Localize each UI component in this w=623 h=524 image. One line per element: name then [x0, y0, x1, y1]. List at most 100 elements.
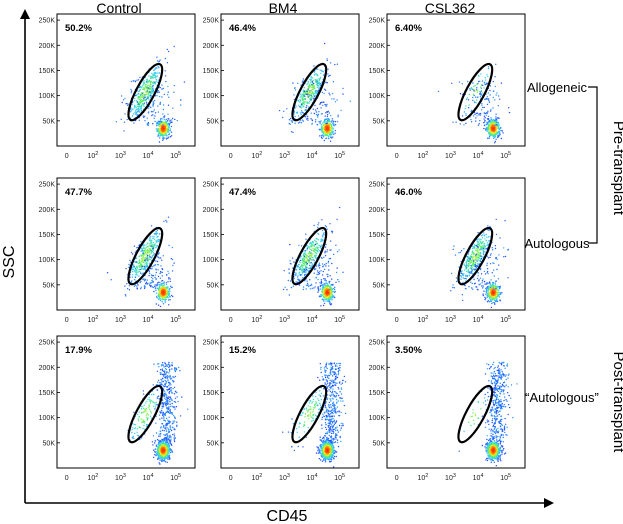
data-point — [151, 266, 153, 268]
data-point — [460, 275, 462, 277]
data-point — [308, 259, 310, 261]
data-point — [329, 132, 331, 135]
data-point — [478, 123, 480, 125]
data-point — [329, 140, 332, 142]
data-point — [320, 294, 322, 296]
data-point — [144, 248, 146, 250]
data-point — [492, 269, 495, 271]
data-point — [484, 235, 486, 237]
data-point — [140, 241, 142, 243]
data-point — [150, 235, 152, 237]
data-point — [165, 283, 168, 286]
data-point — [141, 267, 143, 269]
data-point — [481, 104, 483, 107]
data-point — [145, 102, 148, 104]
data-point — [294, 87, 296, 90]
data-point — [297, 122, 300, 124]
data-point — [325, 137, 327, 140]
data-point — [315, 247, 317, 249]
data-point — [150, 225, 153, 227]
data-point — [303, 101, 305, 103]
data-point — [478, 284, 480, 286]
data-point — [315, 237, 317, 240]
data-point — [136, 274, 138, 276]
data-point — [167, 94, 169, 96]
data-point — [503, 247, 505, 249]
data-point — [326, 282, 328, 285]
data-point — [157, 111, 160, 113]
data-point — [153, 245, 155, 247]
data-point — [301, 272, 304, 274]
data-point — [462, 299, 464, 302]
data-point — [168, 244, 170, 247]
y-tick-label: 150K — [369, 68, 386, 75]
data-point — [482, 285, 484, 287]
data-point — [497, 126, 500, 129]
data-point — [472, 99, 474, 102]
data-point — [159, 305, 162, 308]
data-point — [495, 116, 497, 118]
data-point — [336, 63, 339, 65]
data-point — [143, 98, 145, 100]
y-tick-label: 150K — [203, 68, 220, 75]
data-point — [138, 103, 140, 105]
data-point — [314, 243, 317, 246]
data-point — [315, 90, 317, 93]
data-point — [472, 260, 475, 262]
data-point — [165, 138, 168, 140]
gate-percentage: 47.4% — [229, 187, 256, 198]
data-point — [321, 291, 323, 293]
data-point — [481, 92, 483, 94]
data-point — [311, 253, 314, 255]
data-point — [147, 122, 150, 124]
data-point — [317, 278, 319, 281]
data-point — [482, 247, 485, 250]
data-point — [148, 406, 150, 408]
data-point — [477, 246, 479, 248]
data-point — [497, 105, 499, 107]
data-point — [302, 102, 304, 104]
data-point — [333, 288, 336, 291]
data-point — [486, 264, 488, 266]
data-point — [496, 289, 498, 291]
data-point — [327, 289, 329, 291]
data-point — [311, 119, 313, 121]
data-point — [327, 298, 329, 300]
data-point — [169, 120, 171, 122]
data-point — [484, 251, 486, 253]
data-point — [326, 59, 328, 62]
data-point — [152, 100, 154, 103]
data-point — [306, 249, 308, 251]
data-point — [158, 283, 160, 286]
data-point — [138, 259, 141, 261]
data-point — [143, 424, 145, 427]
data-point — [167, 50, 170, 53]
data-point — [161, 84, 163, 86]
data-point — [332, 127, 335, 130]
data-point — [169, 280, 171, 283]
data-point — [466, 264, 468, 266]
data-point — [495, 118, 497, 121]
data-point — [298, 272, 300, 274]
data-point — [157, 260, 159, 263]
data-point — [147, 123, 150, 125]
data-point — [325, 262, 327, 265]
data-point — [329, 94, 331, 96]
data-point — [171, 258, 174, 261]
data-point — [452, 121, 454, 124]
data-point — [474, 249, 477, 251]
data-point — [143, 407, 145, 410]
data-point — [306, 260, 308, 262]
data-point — [141, 258, 143, 260]
data-point — [138, 411, 140, 413]
data-point — [299, 268, 301, 270]
data-point — [136, 271, 138, 273]
data-point — [491, 288, 493, 290]
data-point — [146, 90, 148, 92]
data-point — [158, 126, 161, 128]
data-point — [297, 115, 300, 117]
data-point — [146, 263, 148, 265]
data-point — [131, 436, 134, 439]
data-point — [141, 96, 143, 99]
data-point — [307, 96, 310, 98]
